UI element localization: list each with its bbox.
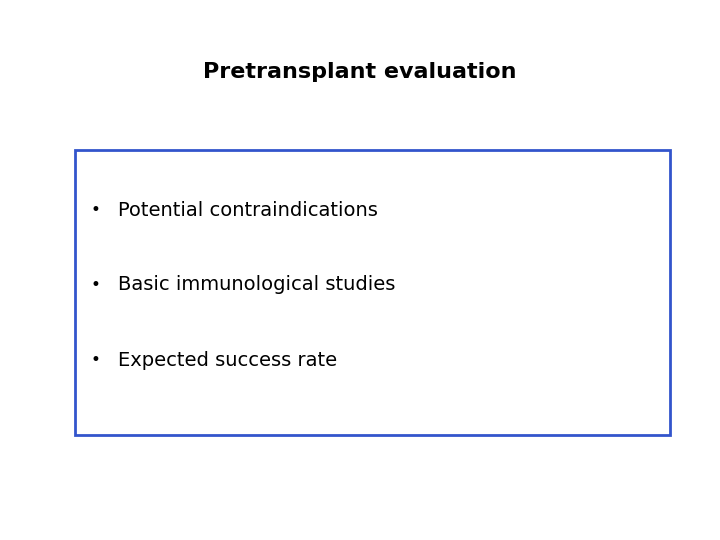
Text: Pretransplant evaluation: Pretransplant evaluation (203, 62, 517, 82)
Text: •: • (90, 201, 100, 219)
Text: Expected success rate: Expected success rate (118, 350, 337, 369)
Text: Potential contraindications: Potential contraindications (118, 200, 378, 219)
Text: Basic immunological studies: Basic immunological studies (118, 275, 395, 294)
Bar (75, 150, 670, 435)
Text: •: • (90, 351, 100, 369)
Text: •: • (90, 276, 100, 294)
